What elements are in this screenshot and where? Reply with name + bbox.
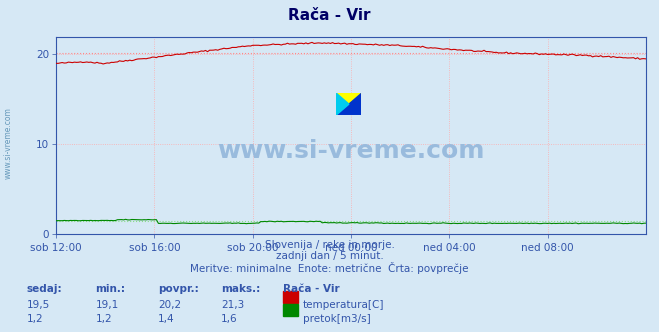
Text: 19,1: 19,1 xyxy=(96,300,119,310)
Text: Rača - Vir: Rača - Vir xyxy=(283,284,340,294)
Text: www.si-vreme.com: www.si-vreme.com xyxy=(3,107,13,179)
Text: Meritve: minimalne  Enote: metrične  Črta: povprečje: Meritve: minimalne Enote: metrične Črta:… xyxy=(190,262,469,274)
Text: Slovenija / reke in morje.: Slovenija / reke in morje. xyxy=(264,240,395,250)
Text: min.:: min.: xyxy=(96,284,126,294)
Text: pretok[m3/s]: pretok[m3/s] xyxy=(303,314,371,324)
Text: povpr.:: povpr.: xyxy=(158,284,199,294)
Text: 20,2: 20,2 xyxy=(158,300,181,310)
Text: 1,2: 1,2 xyxy=(96,314,112,324)
Polygon shape xyxy=(336,93,361,115)
Text: 1,6: 1,6 xyxy=(221,314,237,324)
Text: 1,4: 1,4 xyxy=(158,314,175,324)
Polygon shape xyxy=(336,93,349,115)
Text: Rača - Vir: Rača - Vir xyxy=(288,8,371,23)
Text: zadnji dan / 5 minut.: zadnji dan / 5 minut. xyxy=(275,251,384,261)
Polygon shape xyxy=(336,93,361,115)
Text: temperatura[C]: temperatura[C] xyxy=(303,300,385,310)
Text: 21,3: 21,3 xyxy=(221,300,244,310)
Text: sedaj:: sedaj: xyxy=(26,284,62,294)
Text: 19,5: 19,5 xyxy=(26,300,49,310)
Text: maks.:: maks.: xyxy=(221,284,260,294)
Text: www.si-vreme.com: www.si-vreme.com xyxy=(217,139,484,163)
Text: 1,2: 1,2 xyxy=(26,314,43,324)
